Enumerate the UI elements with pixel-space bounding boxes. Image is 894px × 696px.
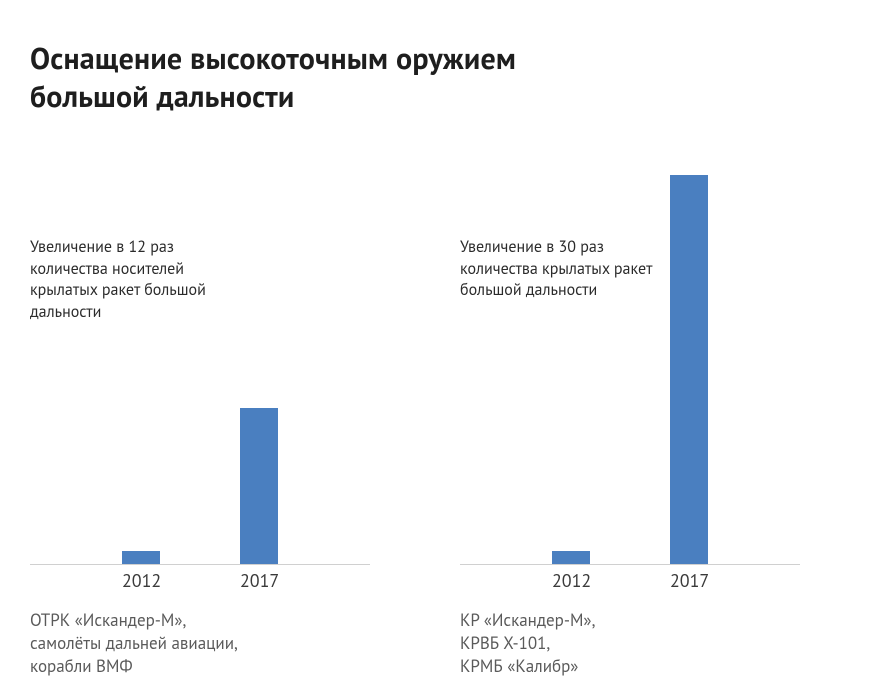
bar: [122, 551, 160, 564]
x-labels: 2012 2017: [30, 569, 370, 595]
caption-line: корабли ВМФ: [30, 655, 133, 677]
plot-area: Увеличение в 30 раз количества крылатых …: [460, 175, 800, 595]
bar: [670, 175, 708, 564]
bar-2017: [670, 175, 708, 564]
caption-line: КРВБ Х-101,: [460, 632, 550, 654]
caption-line: КРМБ «Калибр»: [460, 655, 578, 677]
plot-area: Увеличение в 12 раз количества носителей…: [30, 175, 370, 595]
x-label: 2012: [552, 569, 590, 595]
bar-2012: [122, 551, 160, 564]
bar-2012: [552, 551, 590, 564]
bar: [240, 408, 278, 564]
x-label: 2017: [240, 569, 278, 595]
bar: [552, 551, 590, 564]
panel-caption: КР «Искандер-М», КРВБ Х-101, КРМБ «Калиб…: [460, 609, 800, 678]
x-label: 2017: [670, 569, 708, 595]
caption-line: самолёты дальней авиации,: [30, 632, 238, 654]
x-labels: 2012 2017: [460, 569, 800, 595]
bars-group: [460, 175, 800, 564]
charts-row: Увеличение в 12 раз количества носителей…: [30, 175, 864, 678]
page-title: Оснащение высокоточным оружием большой д…: [30, 40, 864, 115]
caption-line: КР «Искандер-М»,: [460, 609, 595, 631]
x-label: 2012: [122, 569, 160, 595]
x-axis-line: [30, 564, 370, 565]
x-axis-line: [460, 564, 800, 565]
chart-panel-left: Увеличение в 12 раз количества носителей…: [30, 175, 370, 678]
page: Оснащение высокоточным оружием большой д…: [0, 0, 894, 696]
title-line-2: большой дальности: [30, 77, 294, 116]
caption-line: ОТРК «Искандер-М»,: [30, 609, 186, 631]
bars-group: [30, 175, 370, 564]
title-line-1: Оснащение высокоточным оружием: [30, 39, 516, 78]
bar-2017: [240, 408, 278, 564]
panel-caption: ОТРК «Искандер-М», самолёты дальней авиа…: [30, 609, 370, 678]
chart-panel-right: Увеличение в 30 раз количества крылатых …: [460, 175, 800, 678]
